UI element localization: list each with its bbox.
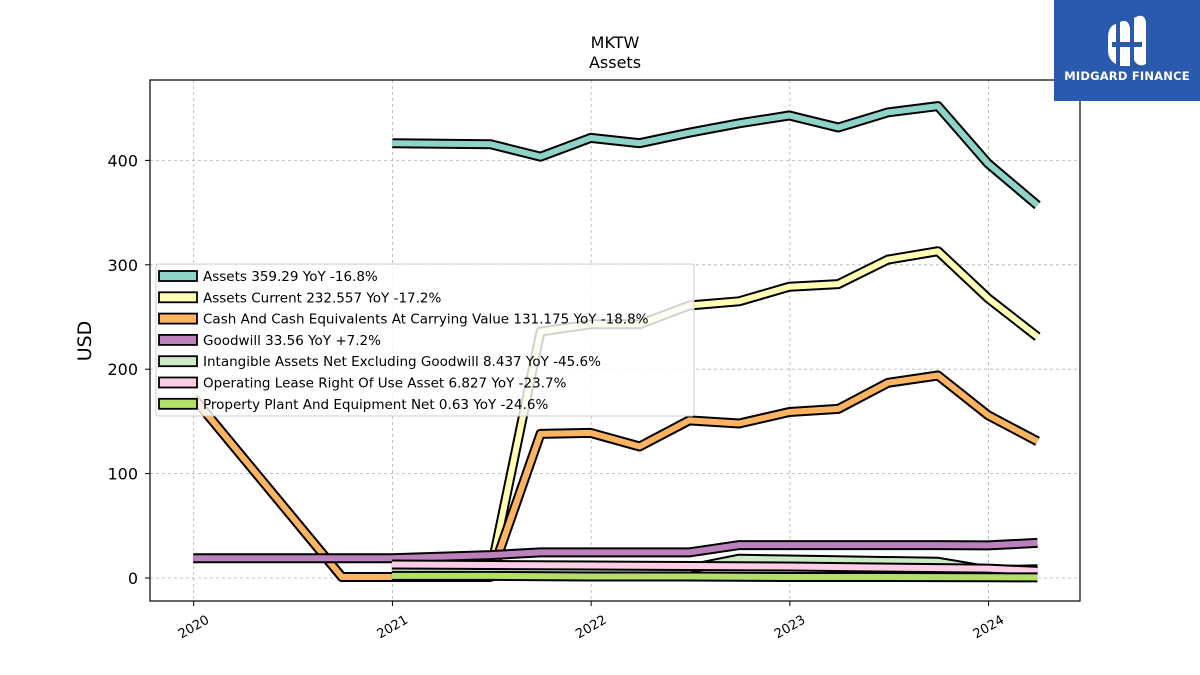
legend: Assets 359.29 YoY -16.8% Assets Current 2… [155,263,695,417]
y-tick-label: 200 [107,360,138,379]
x-tick-label: 2020 [176,613,212,643]
legend-label: Operating Lease Right Of Use Asset 6.827… [203,376,567,392]
series-line [193,539,1038,562]
legend-label: Intangible Assets Net Excluding Goodwill… [203,354,601,370]
series-line [391,561,1038,574]
legend-label: Property Plant And Equipment Net 0.63 Yo… [203,397,548,413]
brand-logo: MIDGARD FINANCE [1054,0,1200,101]
series-outline [392,101,1041,210]
x-tick-label: 2021 [375,613,411,643]
logo-mark-icon [1108,15,1146,66]
legend-label: Assets Current 232.557 YoY -17.2% [203,290,442,306]
x-tick-label: 2022 [573,613,609,643]
chart-subtitle: Assets [589,53,641,72]
series-line [391,572,1038,581]
legend-swatch [158,270,198,282]
y-axis-label: USD [74,321,96,362]
y-tick-label: 0 [128,569,138,588]
legend-swatch [158,291,198,304]
legend-swatch [158,376,198,389]
logo-text: MIDGARD FINANCE [1064,69,1190,83]
y-tick-label: 100 [107,465,138,484]
x-tick-label: 2024 [971,613,1007,643]
y-tick-label: 400 [107,151,138,170]
y-tick-label: 300 [107,256,138,275]
legend-swatch [158,397,198,410]
series-line [392,103,1040,208]
chart-title: MKTW [591,33,640,52]
legend-label: Cash And Cash Equivalents At Carrying Va… [203,312,649,328]
legend-swatch [158,333,198,346]
legend-swatch [158,355,198,368]
plot-frame [149,79,1081,602]
legend-swatch [158,312,198,325]
x-tick-label: 2023 [772,613,808,643]
series-lines [189,101,1041,583]
legend-label: Assets 359.29 YoY -16.8% [203,269,378,285]
legend-label: Goodwill 33.56 YoY +7.2% [203,333,381,349]
legend-box [155,263,695,417]
